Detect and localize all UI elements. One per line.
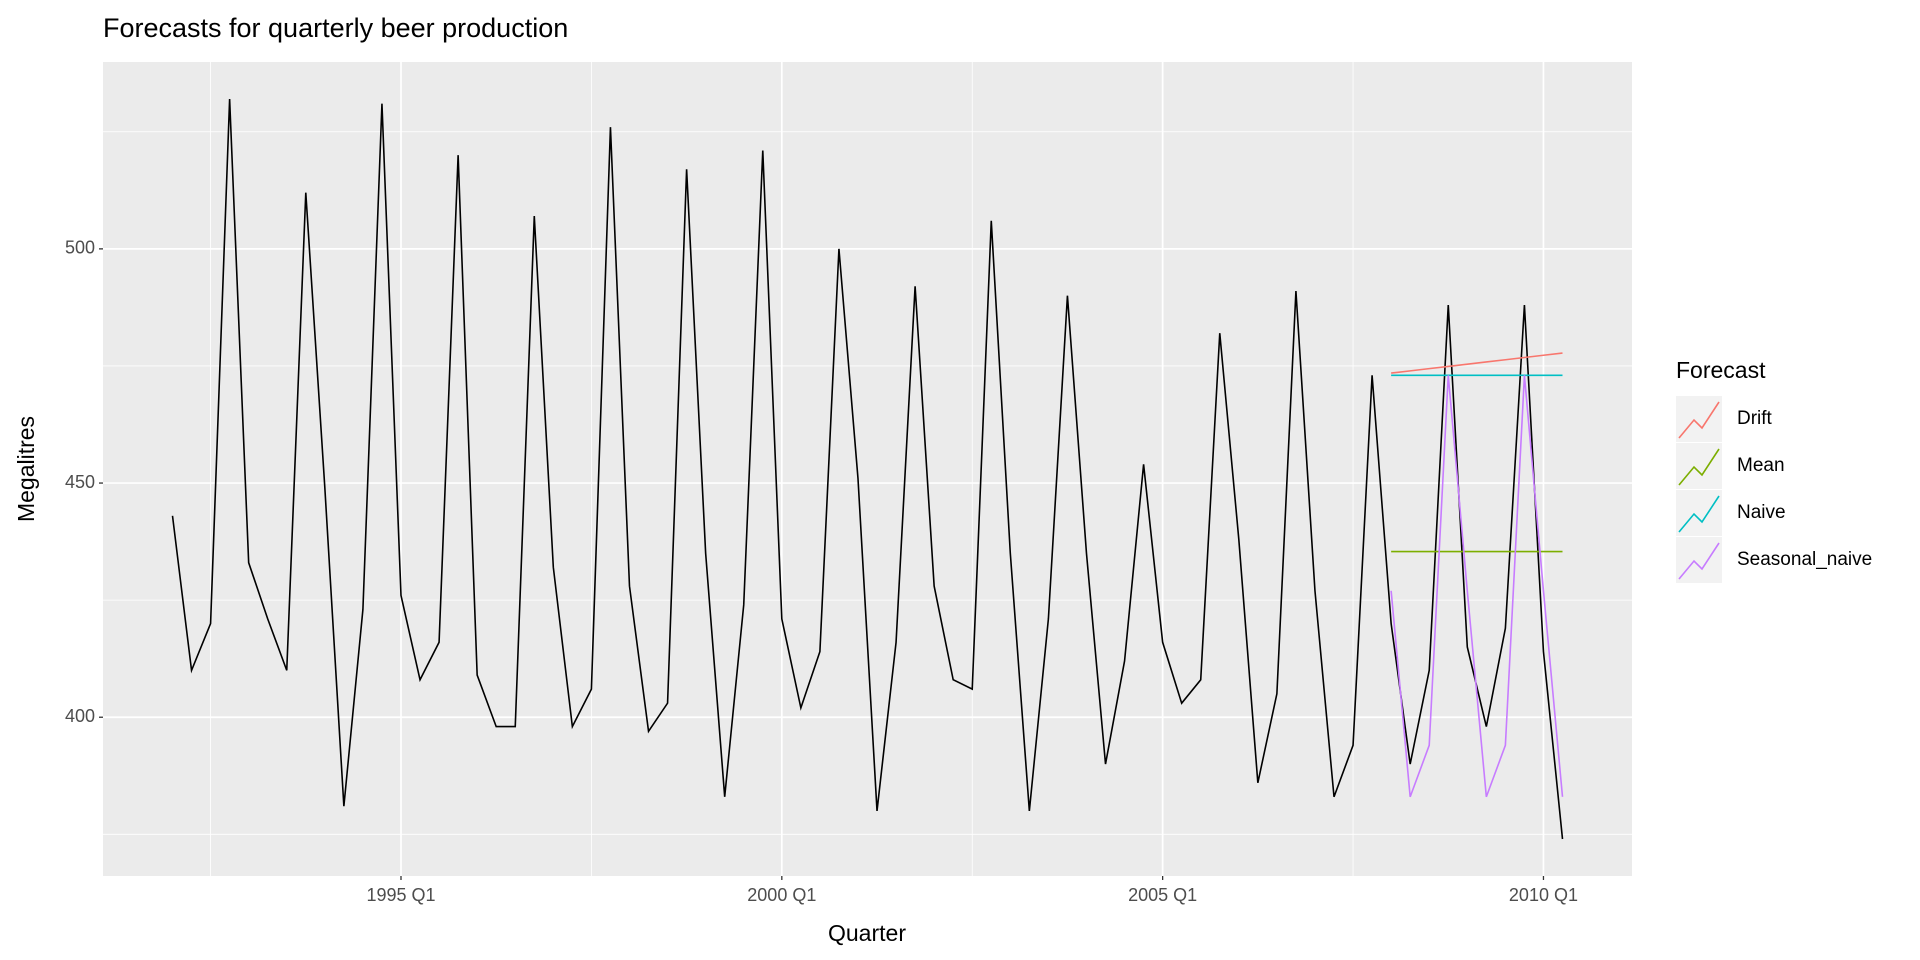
y-tick-label: 500 <box>65 238 95 258</box>
legend-swatch <box>1678 542 1720 580</box>
y-tick-label: 400 <box>65 706 95 726</box>
forecast-line <box>1390 375 1564 798</box>
legend-key <box>1676 396 1722 442</box>
y-axis-title: Megalitres <box>13 416 39 522</box>
legend-title: Forecast <box>1676 357 1766 383</box>
x-axis-title: Quarter <box>828 920 906 946</box>
legend-label: Mean <box>1737 455 1785 476</box>
plot-panel <box>103 62 1632 876</box>
legend-swatch <box>1678 495 1720 533</box>
x-tick-label: 2005 Q1 <box>1128 885 1197 905</box>
actual-line <box>171 98 1564 840</box>
legend-label: Naive <box>1737 502 1786 523</box>
legend-key <box>1676 490 1722 536</box>
legend-label: Drift <box>1737 408 1773 429</box>
legend-swatch <box>1678 448 1720 486</box>
legend-swatch <box>1678 401 1720 439</box>
x-tick-label: 2000 Q1 <box>747 885 816 905</box>
legend-key <box>1676 537 1722 583</box>
legend-key <box>1676 443 1722 489</box>
x-tick-label: 1995 Q1 <box>366 885 435 905</box>
forecast-line <box>1391 352 1563 374</box>
legend-label: Seasonal_naive <box>1737 549 1872 570</box>
y-tick-label: 450 <box>65 472 95 492</box>
x-tick-label: 2010 Q1 <box>1509 885 1578 905</box>
chart-title: Forecasts for quarterly beer production <box>103 13 568 43</box>
